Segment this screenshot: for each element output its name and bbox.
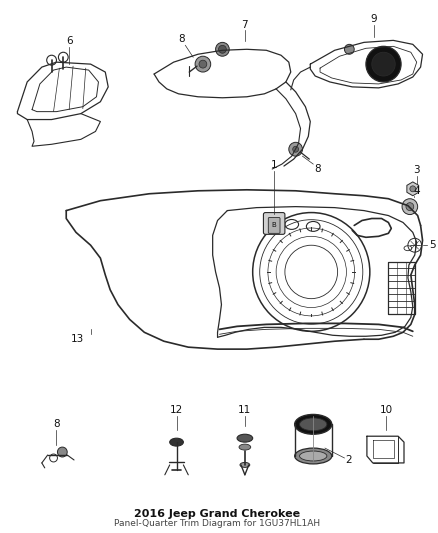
Text: 11: 11 xyxy=(238,406,251,416)
Ellipse shape xyxy=(170,438,184,446)
FancyBboxPatch shape xyxy=(268,217,280,233)
Circle shape xyxy=(57,447,67,457)
Ellipse shape xyxy=(240,463,250,467)
Ellipse shape xyxy=(295,415,332,434)
Circle shape xyxy=(293,146,299,152)
Circle shape xyxy=(195,56,211,72)
Ellipse shape xyxy=(300,418,327,431)
Text: 1: 1 xyxy=(271,160,278,170)
Text: 12: 12 xyxy=(170,406,183,416)
Ellipse shape xyxy=(300,451,327,461)
Text: 4: 4 xyxy=(413,186,420,196)
Text: 2016 Jeep Grand Cherokee: 2016 Jeep Grand Cherokee xyxy=(134,510,300,519)
Text: 3: 3 xyxy=(413,165,420,175)
Text: Panel-Quarter Trim Diagram for 1GU37HL1AH: Panel-Quarter Trim Diagram for 1GU37HL1A… xyxy=(113,519,320,528)
Circle shape xyxy=(406,203,414,211)
Text: B: B xyxy=(272,222,276,229)
Circle shape xyxy=(199,60,207,68)
Circle shape xyxy=(366,46,401,82)
Ellipse shape xyxy=(295,448,332,464)
Circle shape xyxy=(344,44,354,54)
Bar xyxy=(389,262,415,313)
Text: 8: 8 xyxy=(314,164,321,174)
Circle shape xyxy=(372,52,395,76)
Circle shape xyxy=(402,199,418,215)
Circle shape xyxy=(219,45,226,53)
Circle shape xyxy=(410,186,416,192)
Ellipse shape xyxy=(237,434,253,442)
Text: 13: 13 xyxy=(71,334,84,344)
Circle shape xyxy=(289,142,303,156)
Ellipse shape xyxy=(239,444,251,450)
Text: 5: 5 xyxy=(429,240,436,250)
Text: 8: 8 xyxy=(53,419,60,430)
Text: 7: 7 xyxy=(242,20,248,29)
Text: 2: 2 xyxy=(345,455,352,465)
Text: 9: 9 xyxy=(371,14,377,23)
Text: 10: 10 xyxy=(380,406,393,416)
Circle shape xyxy=(215,42,229,56)
FancyBboxPatch shape xyxy=(263,213,285,235)
Text: 6: 6 xyxy=(66,36,72,46)
Text: 8: 8 xyxy=(178,35,185,44)
